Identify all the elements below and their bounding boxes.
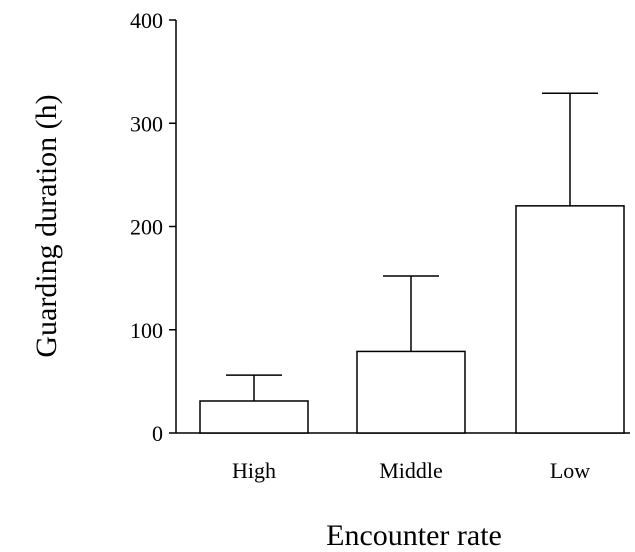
bar-middle xyxy=(356,350,466,434)
y-tick-label: 400 xyxy=(130,8,163,33)
x-axis-title: Encounter rate xyxy=(326,519,502,552)
x-tick-label: High xyxy=(232,458,276,483)
y-tick-label: 0 xyxy=(152,421,163,446)
x-labels: High Middle Low xyxy=(232,458,590,483)
bar-high xyxy=(199,400,309,434)
x-tick-label: Middle xyxy=(379,458,443,483)
y-tick-label: 300 xyxy=(130,111,163,136)
bar-low xyxy=(515,205,625,434)
y-tick-label: 100 xyxy=(130,318,163,343)
y-axis-title: Guarding duration (h) xyxy=(30,94,63,357)
x-tick-label: Low xyxy=(550,458,590,483)
y-tick-label: 200 xyxy=(130,215,163,240)
y-ticks: 0 100 200 300 400 xyxy=(130,8,176,446)
bars xyxy=(199,92,625,434)
